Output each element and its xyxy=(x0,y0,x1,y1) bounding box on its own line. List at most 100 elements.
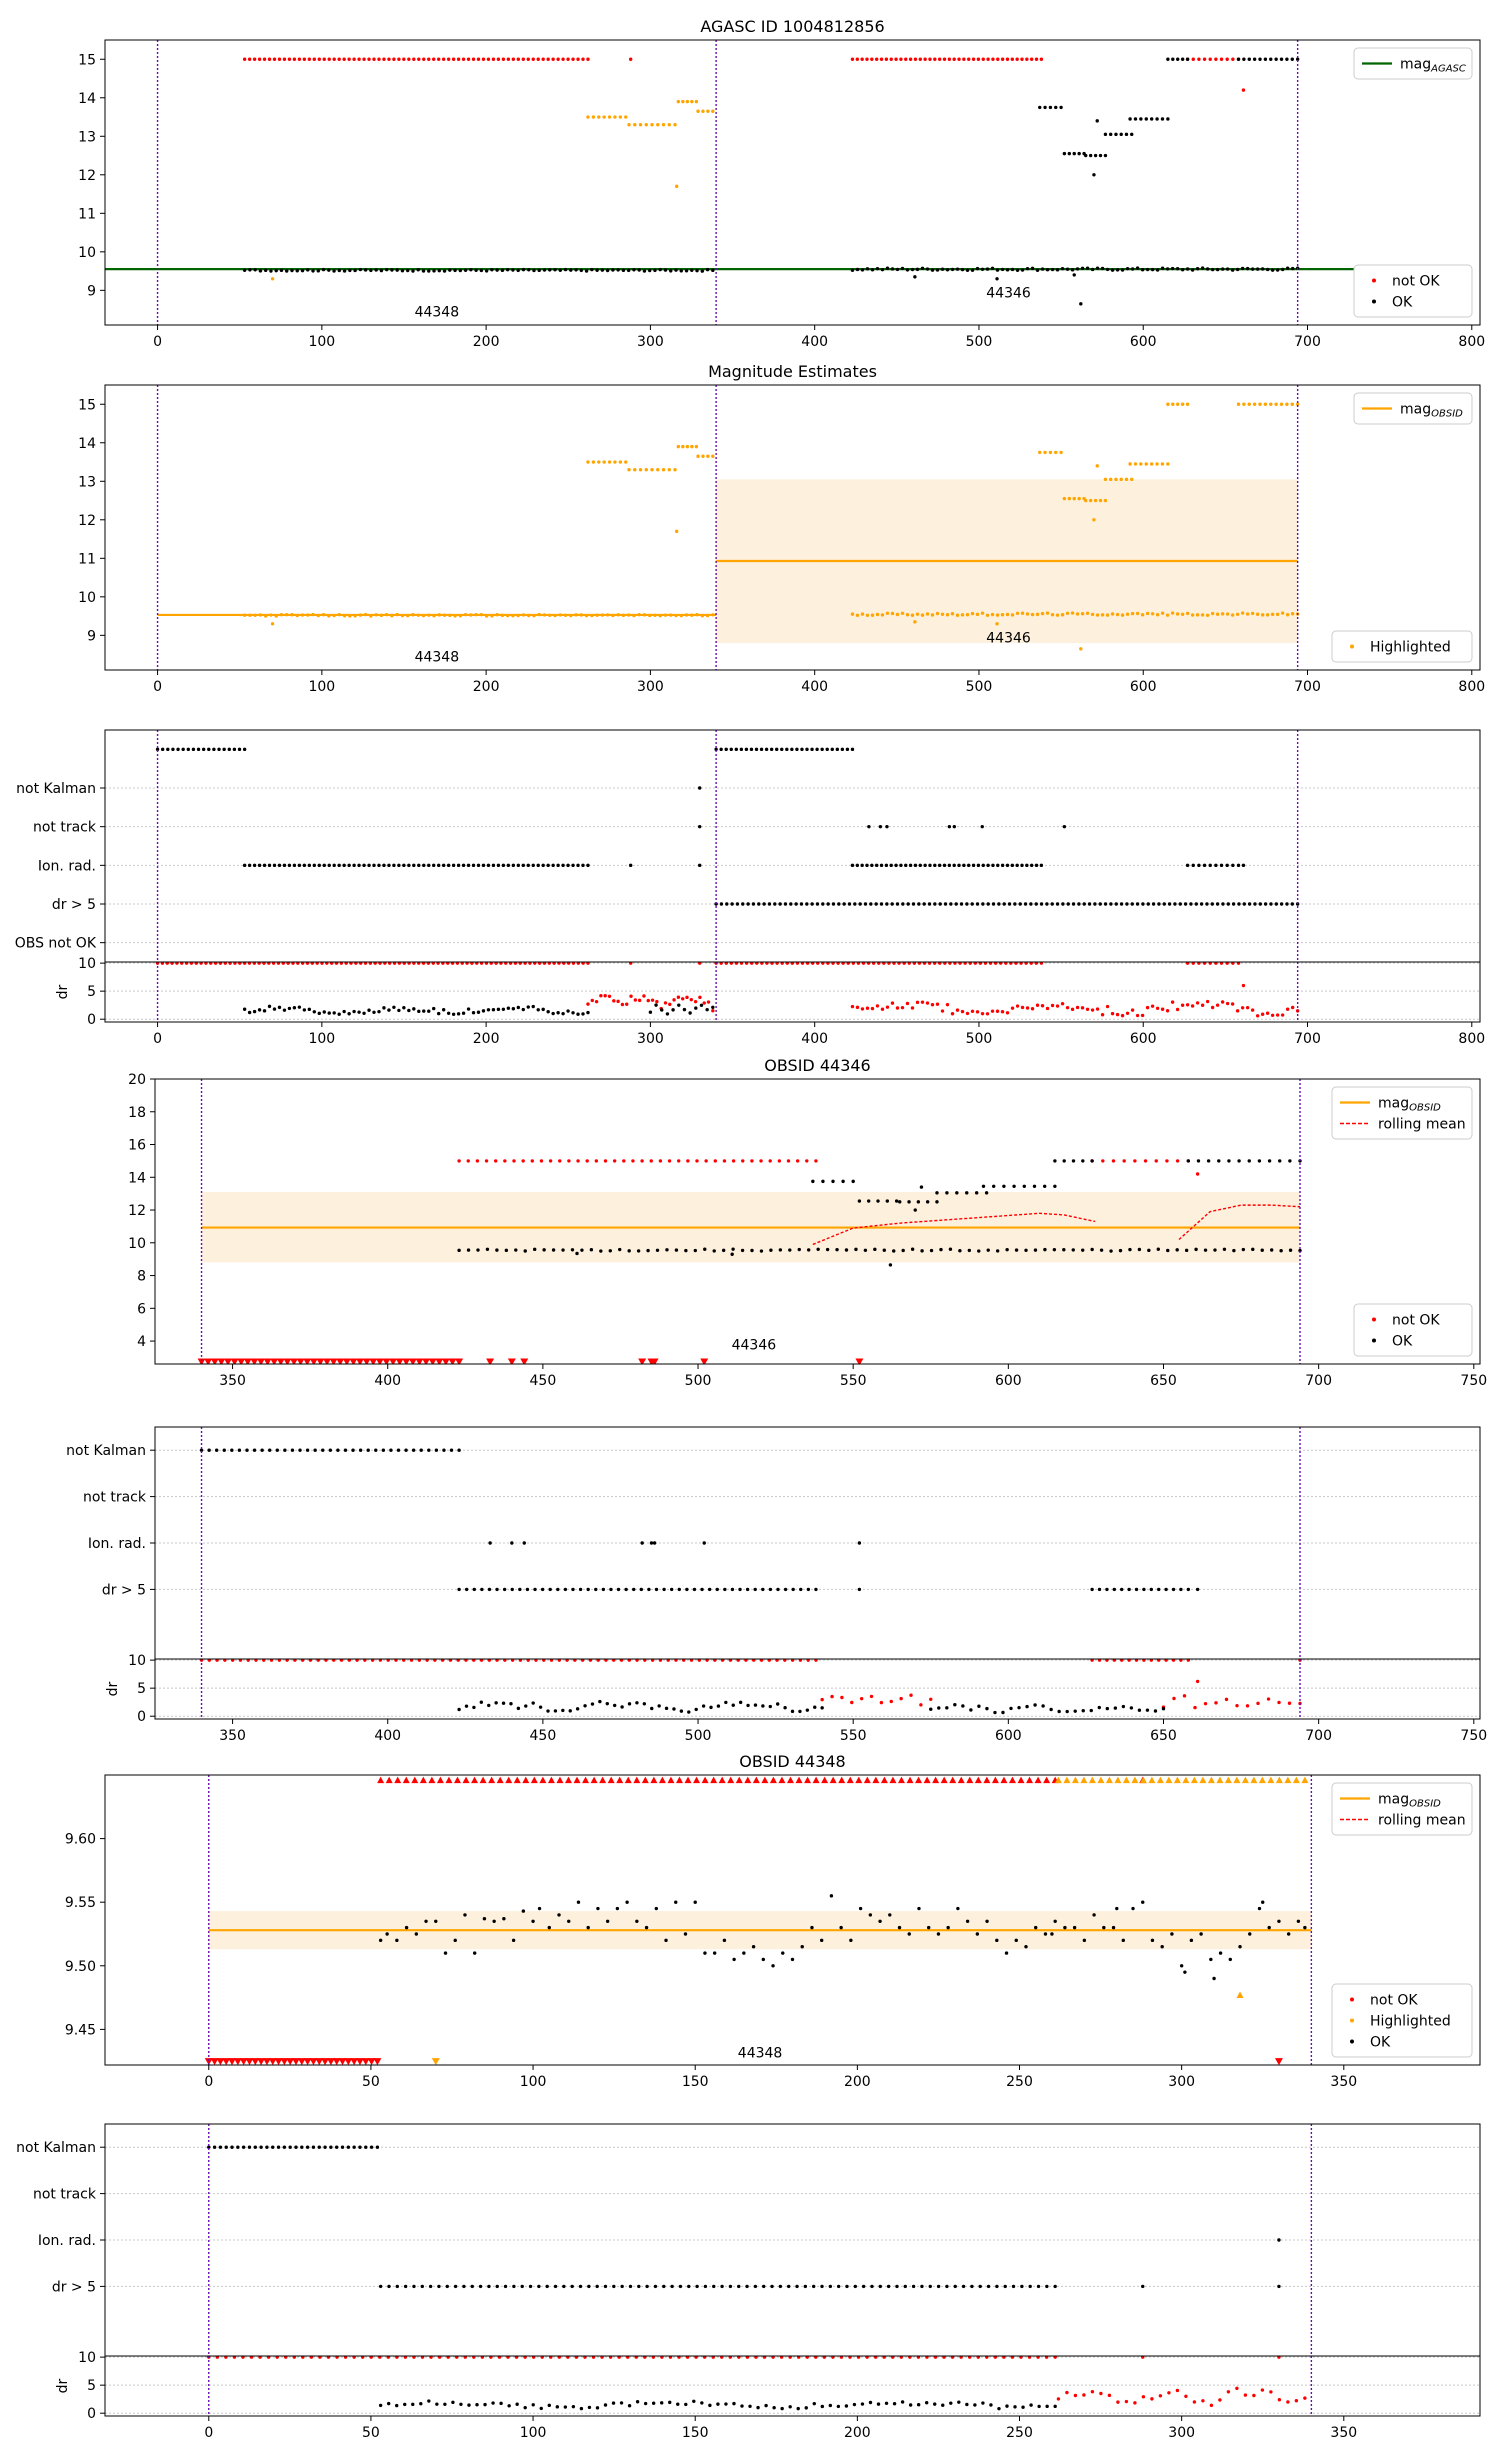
data-point xyxy=(1279,402,1284,406)
data-point xyxy=(1070,268,1075,272)
data-point xyxy=(894,1199,899,1203)
data-point xyxy=(479,268,484,273)
data-point xyxy=(395,2403,399,2408)
triangle-up-marker xyxy=(1026,1776,1034,1784)
data-point xyxy=(655,1248,660,1253)
data-point xyxy=(213,962,218,965)
y-tick-label: 12 xyxy=(78,168,96,184)
data-point xyxy=(1240,266,1245,271)
data-point xyxy=(603,2284,608,2289)
data-point xyxy=(617,2356,621,2359)
data-point xyxy=(895,2284,899,2289)
data-point xyxy=(1290,402,1294,406)
data-point xyxy=(1025,1006,1030,1010)
series xyxy=(199,1448,1200,1592)
data-point xyxy=(311,269,315,273)
data-point xyxy=(620,1002,625,1007)
data-point xyxy=(1277,1919,1281,1923)
data-point xyxy=(1128,462,1132,466)
data-point xyxy=(230,1659,235,1662)
data-point xyxy=(362,1011,366,1015)
data-point xyxy=(1160,611,1165,615)
data-point xyxy=(1050,267,1055,272)
data-point xyxy=(490,614,494,618)
data-point xyxy=(855,1005,860,1010)
data-point xyxy=(260,1448,264,1452)
data-point xyxy=(1285,1007,1290,1011)
data-point xyxy=(228,962,232,965)
data-point xyxy=(351,1448,355,1452)
data-point xyxy=(1155,462,1159,466)
data-point xyxy=(397,962,402,965)
data-point xyxy=(985,1012,990,1016)
data-point xyxy=(995,613,1000,617)
data-point xyxy=(955,613,960,617)
triangle-up-marker xyxy=(1224,1776,1232,1784)
data-point xyxy=(1203,1701,1208,1706)
data-point xyxy=(523,2405,527,2410)
data-point xyxy=(971,863,976,868)
data-point xyxy=(870,57,874,61)
data-point xyxy=(382,57,386,61)
data-point xyxy=(461,1011,466,1015)
legend-marker xyxy=(1372,299,1376,304)
data-point xyxy=(957,57,961,61)
data-point xyxy=(295,269,299,273)
data-point xyxy=(306,613,310,617)
data-point xyxy=(635,1919,639,1923)
data-point xyxy=(1120,1659,1124,1662)
data-point xyxy=(503,1659,507,1662)
data-point xyxy=(521,613,526,617)
data-point xyxy=(412,962,416,965)
data-point xyxy=(267,962,271,965)
data-point xyxy=(1043,105,1047,110)
data-point xyxy=(674,1659,678,1662)
data-point xyxy=(1150,1004,1155,1008)
triangle-up-marker xyxy=(1284,1776,1292,1784)
data-point xyxy=(696,109,700,113)
data-point xyxy=(889,57,893,61)
data-point xyxy=(1081,1248,1085,1252)
data-point xyxy=(363,962,368,965)
triangle-up-marker xyxy=(539,1776,547,1784)
data-point xyxy=(751,1945,756,1949)
data-point xyxy=(995,1249,1000,1253)
data-point xyxy=(918,57,922,61)
y-tick-label: 9.60 xyxy=(65,1832,96,1848)
y-tick-label: 16 xyxy=(128,1138,146,1154)
data-point xyxy=(557,1913,561,1917)
data-point xyxy=(996,863,1000,868)
data-point xyxy=(670,2284,674,2289)
data-point xyxy=(1230,268,1235,272)
data-point xyxy=(892,2402,897,2406)
data-point xyxy=(1277,1700,1281,1705)
data-point xyxy=(732,2401,736,2406)
data-point xyxy=(268,1448,272,1452)
data-point xyxy=(501,57,506,61)
data-point xyxy=(800,747,804,752)
data-point xyxy=(1257,1906,1262,1911)
data-point xyxy=(527,268,531,272)
data-point xyxy=(382,863,386,868)
data-point xyxy=(1149,1587,1154,1592)
data-point xyxy=(715,1587,719,1592)
data-point xyxy=(531,1004,535,1009)
data-point xyxy=(700,1587,704,1592)
triangle-down-marker xyxy=(486,1358,495,1364)
data-point xyxy=(518,1659,523,1662)
data-point xyxy=(732,1957,736,1962)
data-point xyxy=(392,57,396,61)
data-point xyxy=(1003,2284,1007,2289)
data-point xyxy=(526,57,530,61)
data-point xyxy=(938,902,942,906)
data-point xyxy=(920,266,925,270)
data-point xyxy=(1059,105,1063,110)
data-point xyxy=(684,613,689,617)
data-point xyxy=(586,1010,590,1015)
data-point xyxy=(958,962,962,965)
triangle-up-marker xyxy=(522,1776,530,1784)
data-point xyxy=(425,1659,429,1662)
data-point xyxy=(1087,902,1092,906)
data-point xyxy=(694,1006,698,1010)
